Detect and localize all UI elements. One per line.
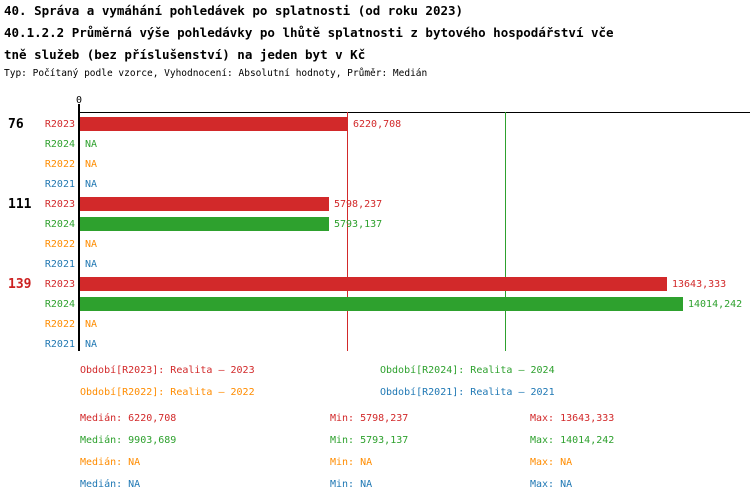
stat-max-r2021: Max: NA [530,479,573,490]
bar-value-label: NA [85,318,98,330]
bar-value-label: 6220,708 [353,118,402,130]
chart-row: R2022 NA [0,154,750,174]
stat-max-r2022: Max: NA [530,457,573,468]
chart-row: 111 R2023 5798,237 [0,194,750,214]
group-label: 76 [8,116,24,132]
bar-r2024 [80,297,683,311]
legend-item-r2021: Období[R2021]: Realita – 2021 [380,387,555,398]
series-label: R2023 [44,278,75,290]
group-label: 111 [8,196,32,212]
chart-row: R2021 NA [0,334,750,354]
bar-value-label: 5798,237 [334,198,383,210]
bar-r2024 [80,217,329,231]
series-label: R2024 [44,138,75,150]
stat-min-r2023: Min: 5798,237 [330,413,409,424]
bar-value-label: NA [85,258,98,270]
page-title-line2: 40.1.2.2 Průměrná výše pohledávky po lhů… [4,25,614,40]
chart-row: 76 R2023 6220,708 [0,114,750,134]
legend-item-r2023: Období[R2023]: Realita – 2023 [80,365,255,376]
bar-value-label: 5793,137 [334,218,383,230]
median-line-r2023 [347,112,348,351]
stat-max-r2024: Max: 14014,242 [530,435,615,446]
x-axis-line [79,112,750,113]
group-label-highlighted: 139 [8,276,32,292]
chart-subtitle: Typ: Počítaný podle vzorce, Vyhodnocení:… [4,68,428,79]
series-label: R2021 [44,338,75,350]
bar-value-label: NA [85,138,98,150]
series-label: R2022 [44,158,75,170]
chart-row: R2022 NA [0,234,750,254]
bar-value-label: NA [85,158,98,170]
bar-r2023 [80,197,329,211]
series-label: R2023 [44,118,75,130]
bar-value-label: NA [85,238,98,250]
chart-row: R2024 14014,242 [0,294,750,314]
stat-median-r2022: Medián: NA [80,457,141,468]
chart-row: R2024 NA [0,134,750,154]
bar-value-label: NA [85,178,98,190]
bar-r2023 [80,117,348,131]
page-title-line1: 40. Správa a vymáhání pohledávek po spla… [4,3,464,18]
chart-row: R2021 NA [0,254,750,274]
series-label: R2021 [44,178,75,190]
legend-item-r2024: Období[R2024]: Realita – 2024 [380,365,555,376]
stat-max-r2023: Max: 13643,333 [530,413,615,424]
median-line-r2024 [505,112,506,351]
stat-median-r2023: Medián: 6220,708 [80,413,177,424]
series-label: R2024 [44,218,75,230]
series-label: R2022 [44,318,75,330]
chart-row: 139 R2023 13643,333 [0,274,750,294]
series-label: R2022 [44,238,75,250]
chart-row: R2021 NA [0,174,750,194]
bar-r2023 [80,277,667,291]
bar-value-label: NA [85,338,98,350]
chart-row: R2022 NA [0,314,750,334]
chart-row: R2024 5793,137 [0,214,750,234]
stat-min-r2021: Min: NA [330,479,373,490]
legend-item-r2022: Období[R2022]: Realita – 2022 [80,387,255,398]
stat-min-r2022: Min: NA [330,457,373,468]
y-axis-line [78,104,80,351]
page-title-line3: tně služeb (bez příslušenství) na jeden … [4,47,366,62]
stat-median-r2024: Medián: 9903,689 [80,435,177,446]
chart-rows: 76 R2023 6220,708 R2024 NA R2022 NA R202… [0,114,750,354]
series-label: R2023 [44,198,75,210]
x-axis-zero-tick-label: 0 [75,95,83,106]
bar-value-label: 14014,242 [688,298,743,310]
bar-value-label: 13643,333 [672,278,727,290]
stat-min-r2024: Min: 5793,137 [330,435,409,446]
series-label: R2021 [44,258,75,270]
series-label: R2024 [44,298,75,310]
stat-median-r2021: Medián: NA [80,479,141,490]
